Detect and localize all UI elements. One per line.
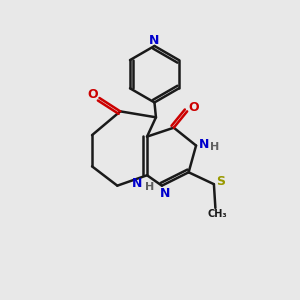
Text: S: S — [216, 175, 225, 188]
Text: O: O — [88, 88, 98, 101]
Text: N: N — [160, 187, 170, 200]
Text: N: N — [149, 34, 160, 47]
Text: CH₃: CH₃ — [208, 209, 228, 220]
Text: N: N — [132, 177, 143, 190]
Text: H: H — [145, 182, 154, 192]
Text: H: H — [210, 142, 219, 152]
Text: O: O — [188, 101, 199, 114]
Text: N: N — [199, 138, 210, 151]
